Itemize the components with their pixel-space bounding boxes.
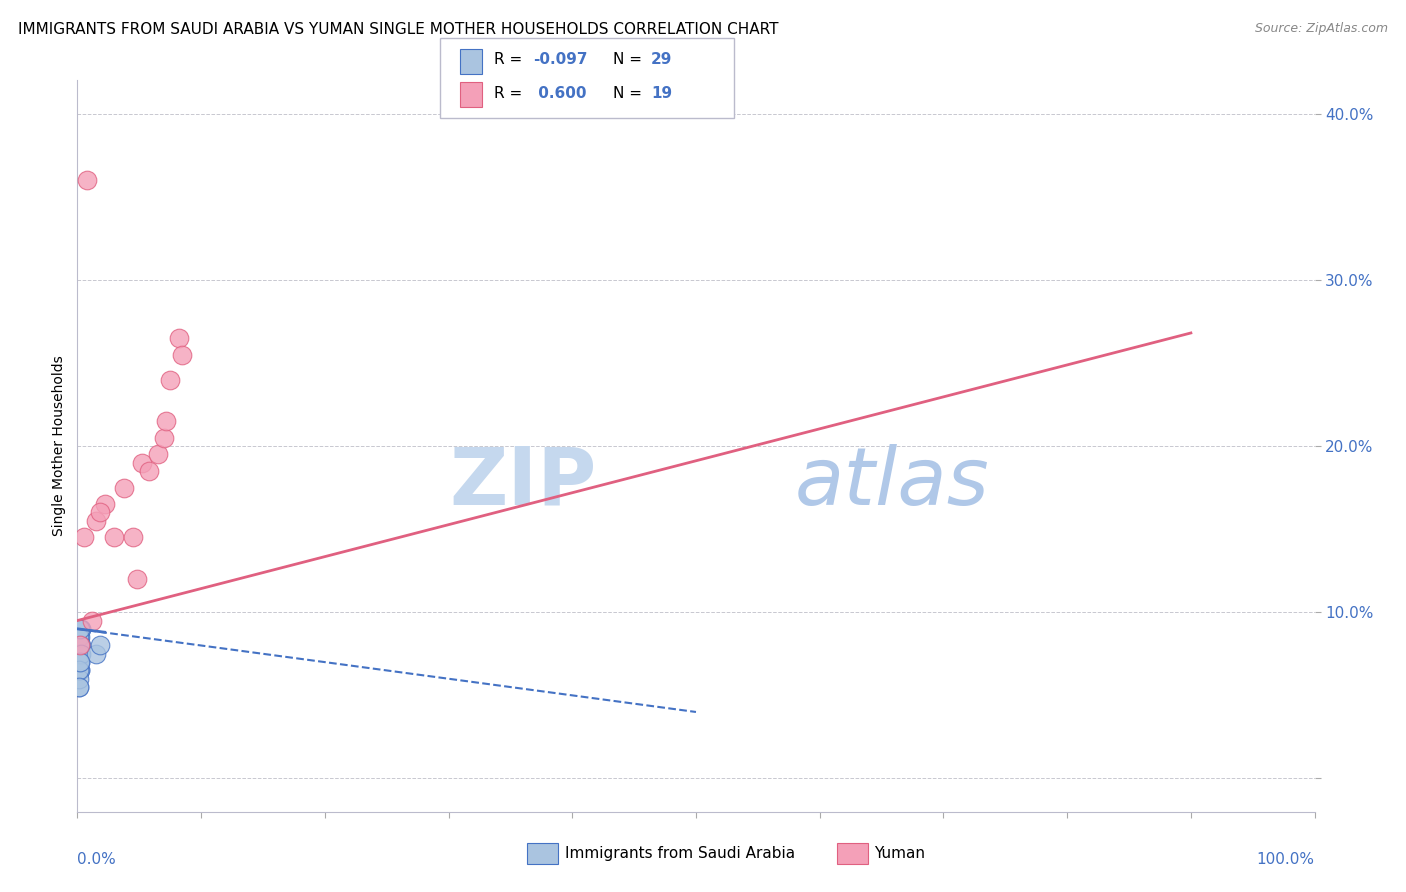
Y-axis label: Single Mother Households: Single Mother Households <box>52 356 66 536</box>
Point <box>69 622 91 636</box>
Text: 0.0%: 0.0% <box>77 852 117 867</box>
Text: R =: R = <box>494 53 527 67</box>
Point <box>70 622 93 636</box>
Point <box>131 456 153 470</box>
Point <box>70 647 93 661</box>
Point <box>67 680 90 694</box>
Text: 100.0%: 100.0% <box>1257 852 1315 867</box>
Text: 29: 29 <box>651 53 672 67</box>
Text: IMMIGRANTS FROM SAUDI ARABIA VS YUMAN SINGLE MOTHER HOUSEHOLDS CORRELATION CHART: IMMIGRANTS FROM SAUDI ARABIA VS YUMAN SI… <box>18 22 779 37</box>
Point <box>69 639 91 653</box>
Text: Yuman: Yuman <box>875 847 925 861</box>
Point <box>125 572 148 586</box>
Point <box>67 655 90 669</box>
Point <box>93 497 115 511</box>
Point <box>67 630 90 644</box>
Text: atlas: atlas <box>794 443 990 522</box>
Point <box>69 630 91 644</box>
Text: Source: ZipAtlas.com: Source: ZipAtlas.com <box>1254 22 1388 36</box>
Point <box>122 530 145 544</box>
Point <box>69 639 91 653</box>
Point <box>89 506 111 520</box>
Point <box>69 639 91 653</box>
Point <box>84 514 107 528</box>
Point <box>67 655 90 669</box>
Point <box>146 447 169 461</box>
Text: Immigrants from Saudi Arabia: Immigrants from Saudi Arabia <box>565 847 796 861</box>
Text: R =: R = <box>494 87 527 101</box>
Text: -0.097: -0.097 <box>533 53 588 67</box>
Point <box>69 639 91 653</box>
Point <box>70 622 93 636</box>
Point <box>159 372 181 386</box>
Point <box>70 639 93 653</box>
Point <box>72 530 94 544</box>
Point <box>167 331 190 345</box>
Point <box>67 647 90 661</box>
Point <box>67 630 90 644</box>
Point <box>112 481 135 495</box>
Text: N =: N = <box>613 53 647 67</box>
Point <box>67 664 90 678</box>
Point <box>153 431 176 445</box>
Text: ZIP: ZIP <box>450 443 598 522</box>
Point <box>172 347 194 362</box>
Point <box>67 647 90 661</box>
Point <box>69 655 91 669</box>
Point <box>89 639 111 653</box>
Text: 19: 19 <box>651 87 672 101</box>
Point <box>67 655 90 669</box>
Point <box>138 464 160 478</box>
Point <box>82 614 104 628</box>
Point <box>155 414 177 428</box>
Point <box>69 664 91 678</box>
Point <box>69 655 91 669</box>
Text: N =: N = <box>613 87 647 101</box>
Point <box>67 672 90 686</box>
Point <box>103 530 125 544</box>
Point <box>69 622 91 636</box>
Point <box>84 647 107 661</box>
Point <box>69 647 91 661</box>
Point <box>69 664 91 678</box>
Point <box>67 680 90 694</box>
Point <box>67 647 90 661</box>
Text: 0.600: 0.600 <box>533 87 586 101</box>
Point <box>76 173 98 187</box>
